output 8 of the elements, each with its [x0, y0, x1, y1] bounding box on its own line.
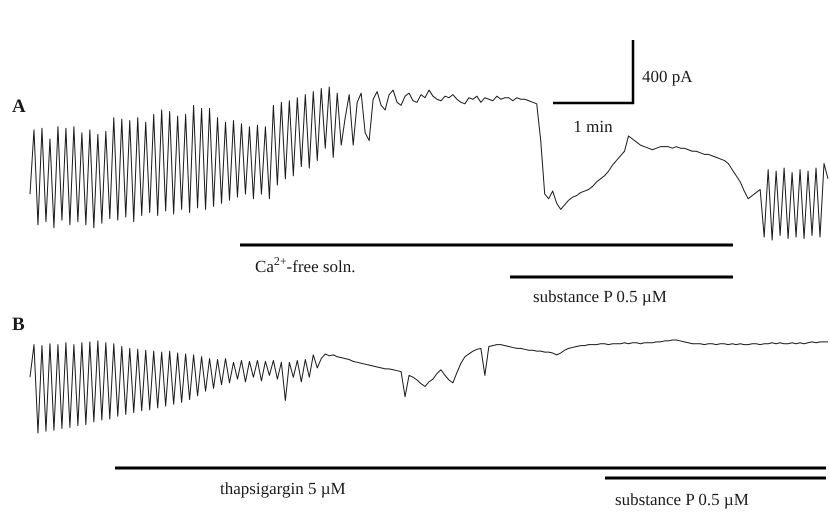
- text: substance P 0.5 µM: [533, 287, 667, 306]
- text: substance P 0.5 µM: [615, 490, 749, 509]
- text: A: [12, 96, 26, 117]
- chart-title: B: [12, 314, 25, 335]
- text: Ca$^{2+}$-free soln.: [255, 254, 356, 276]
- text: thapsigargin 5 µM: [220, 479, 346, 498]
- text: 400 pA: [642, 67, 694, 86]
- annotation: 1 min: [573, 117, 614, 136]
